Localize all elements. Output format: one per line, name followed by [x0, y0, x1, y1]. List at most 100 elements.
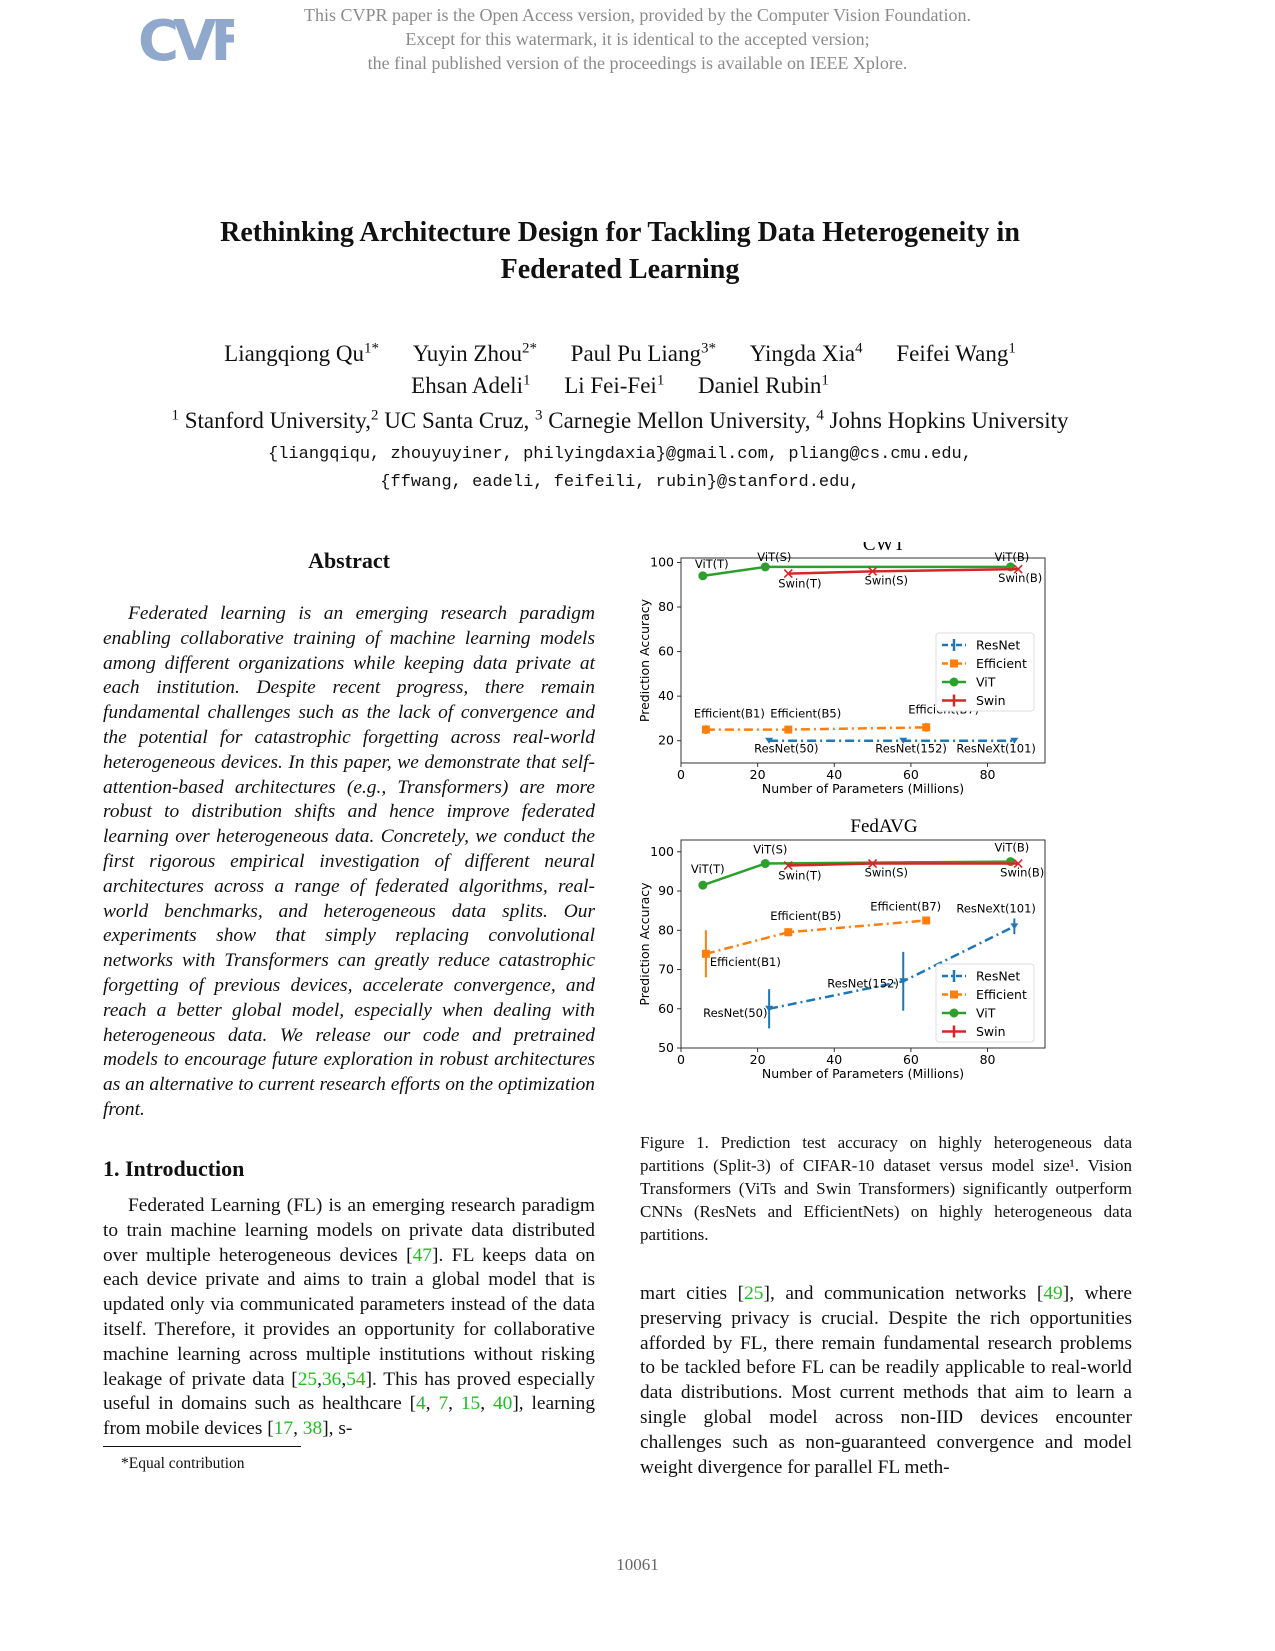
point-marker-triangle: [765, 737, 774, 744]
watermark-line: This CVPR paper is the Open Access versi…: [303, 5, 972, 25]
data-label: Swin(T): [778, 869, 821, 883]
author-row: Ehsan Adeli1 Li Fei-Fei1 Daniel Rubin1: [0, 366, 1240, 402]
data-label: Efficient(B5): [770, 909, 841, 923]
point-marker-square: [950, 659, 958, 668]
point-marker-square: [922, 916, 931, 925]
series-swin: Swin(T) Swin(S) Swin(B): [778, 858, 1044, 883]
author: Yingda Xia4: [749, 340, 863, 366]
data-label: ResNet(50): [754, 742, 818, 756]
chart-title: CWT: [863, 542, 906, 555]
data-label: Efficient(B7): [870, 899, 941, 913]
author: Feifei Wang1: [896, 340, 1016, 366]
point-marker-circle: [698, 880, 708, 890]
point-marker-circle: [949, 677, 959, 687]
author: Ehsan Adeli1: [411, 372, 531, 399]
y-tick-label: 60: [658, 1001, 674, 1016]
point-marker-circle: [949, 1008, 959, 1018]
author-emails: {liangqiqu, zhouyuyiner, philyingdaxia}@…: [0, 441, 1240, 497]
data-label: Swin(B): [998, 571, 1042, 585]
y-tick-label: 20: [658, 733, 674, 748]
data-label: ResNet(152): [827, 976, 899, 990]
point-marker-circle: [760, 859, 770, 869]
data-label: ResNeXt(101): [956, 742, 1036, 756]
series-vit: ViT(T) ViT(S) ViT(B): [691, 841, 1029, 890]
data-label: Efficient(B1): [710, 955, 781, 969]
x-axis-label: Number of Parameters (Millions): [762, 1066, 964, 1081]
legend-label: Swin: [976, 693, 1006, 708]
affiliation: 2 UC Santa Cruz,: [371, 407, 530, 433]
y-tick-label: 80: [658, 922, 674, 937]
point-marker-triangle: [899, 978, 908, 985]
data-label: ViT(T): [695, 557, 729, 571]
x-tick-label: 60: [903, 767, 919, 782]
x-tick-label: 20: [750, 767, 766, 782]
x-tick-label: 40: [826, 1052, 842, 1067]
data-label: Swin(T): [778, 577, 821, 591]
series-line: [705, 919, 927, 956]
point-marker-square: [784, 928, 793, 937]
citation-link[interactable]: 40: [492, 1393, 513, 1415]
citation-link[interactable]: 49: [1043, 1283, 1063, 1304]
figure-1: CWT 0 20 40 60 80 20 40 60 80 100 Number of Paramet…: [640, 542, 1046, 1081]
legend-label: Efficient: [976, 987, 1027, 1002]
author: Li Fei-Fei1: [564, 372, 665, 399]
citation-link[interactable]: 4: [416, 1393, 426, 1415]
legend-label: ViT: [976, 675, 996, 690]
y-tick-label: 60: [658, 644, 674, 659]
intro-paragraph: Federated Learning (FL) is an emerging r…: [103, 1195, 596, 1440]
x-tick-label: 20: [750, 1052, 766, 1067]
author: Yuyin Zhou2*: [412, 340, 537, 366]
data-label: Swin(B): [1000, 866, 1044, 880]
legend-label: ResNet: [976, 969, 1020, 984]
citation-link[interactable]: 54: [346, 1368, 366, 1390]
data-label: ViT(S): [753, 843, 787, 857]
series-line: [705, 726, 927, 731]
point-marker-cross: [868, 566, 878, 576]
y-tick-label: 50: [658, 1040, 674, 1055]
author-row: Liangqiong Qu1* Yuyin Zhou2* Paul Pu Lia…: [0, 333, 1240, 369]
point-marker-triangle: [765, 1005, 774, 1012]
data-label: ViT(B): [995, 550, 1030, 564]
citation-link[interactable]: 7: [438, 1393, 449, 1415]
citation-link[interactable]: 17: [273, 1418, 294, 1440]
x-tick-label: 80: [980, 767, 996, 782]
y-tick-label: 100: [650, 554, 674, 569]
intro-paragraph-continued: mart cities [25], and communication netw…: [640, 1283, 1132, 1478]
point-marker-cross: [783, 569, 793, 579]
email-line: {ffwang, eadeli, feifeili, rubin}@stanfo…: [380, 473, 860, 492]
paper-title: Rethinking Architecture Design for Tackl…: [0, 214, 1240, 288]
citation-link[interactable]: 25: [744, 1283, 764, 1304]
figure-caption: Figure 1. Prediction test accuracy on hi…: [640, 1133, 1132, 1244]
author: Liangqiong Qu1*: [224, 340, 379, 366]
citation-link[interactable]: 15: [460, 1393, 481, 1415]
y-tick-label: 90: [658, 883, 674, 898]
abstract-heading: Abstract: [308, 548, 390, 573]
legend-box: [935, 963, 1035, 1043]
legend-label: ViT: [976, 1006, 996, 1021]
x-tick-label: 0: [677, 767, 685, 782]
cvf-logo: CVF: [138, 9, 234, 72]
plot-frame: [680, 839, 1046, 1049]
citation-link[interactable]: 47: [412, 1244, 432, 1266]
title-line: Federated Learning: [500, 254, 740, 285]
page-number: 10061: [616, 1555, 659, 1574]
series-resnet: ResNet(50) ResNet(152) ResNeXt(101): [703, 901, 1036, 1029]
legend-label: ResNet: [976, 638, 1020, 653]
y-axis-label: Prediction Accuracy: [640, 882, 652, 1006]
x-tick-label: 40: [826, 767, 842, 782]
x-axis-label: Number of Parameters (Millions): [762, 781, 964, 796]
y-tick-label: 100: [650, 844, 674, 859]
data-label: Efficient(B1): [694, 707, 765, 721]
x-tick-label: 80: [980, 1052, 996, 1067]
point-marker-triangle: [899, 737, 908, 744]
point-marker-square: [922, 723, 931, 732]
plot-frame: [680, 557, 1046, 764]
citation-link[interactable]: 38: [302, 1418, 323, 1440]
legend-box: [935, 632, 1035, 712]
title-line: Rethinking Architecture Design for Tackl…: [220, 217, 1020, 248]
citation-link[interactable]: 25: [297, 1368, 318, 1390]
data-label: ResNeXt(101): [956, 901, 1036, 915]
data-label: ViT(B): [995, 841, 1030, 855]
citation-link[interactable]: 36: [321, 1368, 342, 1390]
affiliation: 4 Johns Hopkins University: [816, 407, 1069, 433]
